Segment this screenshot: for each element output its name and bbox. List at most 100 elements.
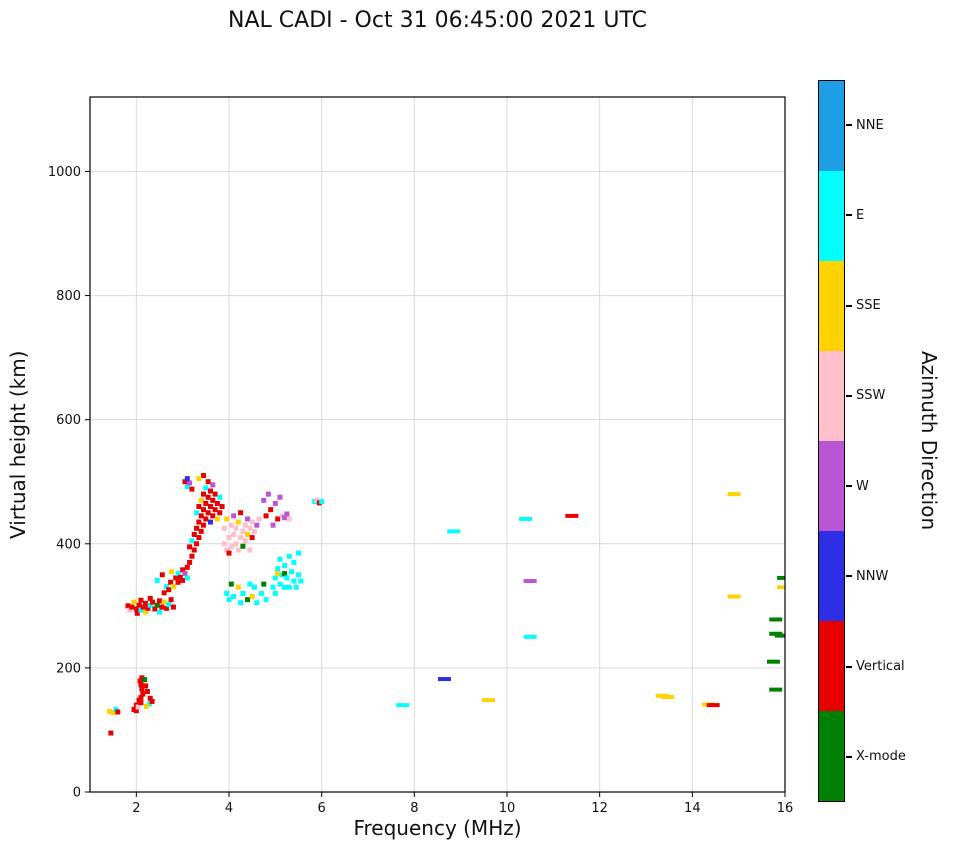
data-point-square xyxy=(137,678,143,684)
data-point-dash xyxy=(727,594,741,599)
data-point-square xyxy=(249,535,255,541)
data-point-square xyxy=(152,606,158,612)
data-point-square xyxy=(149,698,155,704)
data-point-square xyxy=(127,607,133,613)
chart-title: NAL CADI - Oct 31 06:45:00 2021 UTC xyxy=(228,8,647,33)
colorbar-tick xyxy=(846,214,852,217)
data-point-square xyxy=(217,494,223,500)
data-point-square xyxy=(110,710,116,716)
colorbar-tick xyxy=(846,755,852,758)
data-point-square xyxy=(228,522,234,528)
data-point-square xyxy=(268,507,274,513)
data-point-square xyxy=(108,730,114,736)
data-point-square xyxy=(212,507,218,513)
data-point-dash xyxy=(565,513,579,518)
colorbar-tick xyxy=(846,485,852,488)
data-point-square xyxy=(291,578,297,584)
data-point-square xyxy=(177,574,183,580)
data-point-square xyxy=(182,479,188,485)
data-point-square xyxy=(212,491,218,497)
data-point-square xyxy=(235,584,241,590)
data-point-square xyxy=(221,541,227,547)
data-point-square xyxy=(163,605,169,611)
data-point-square xyxy=(214,516,220,522)
data-point-square xyxy=(228,544,234,550)
data-point-square xyxy=(270,584,276,590)
data-point-square xyxy=(282,584,288,590)
data-point-square xyxy=(284,575,290,581)
data-point-square xyxy=(275,566,281,572)
data-point-square xyxy=(254,522,260,528)
data-point-square xyxy=(242,538,248,544)
data-point-dash xyxy=(437,677,451,682)
data-point-square xyxy=(189,486,195,492)
data-point-square xyxy=(196,476,202,482)
data-point-square xyxy=(277,556,283,562)
data-point-square xyxy=(226,597,232,603)
data-point-square xyxy=(272,590,278,596)
data-point-square xyxy=(175,571,181,577)
data-point-square xyxy=(214,500,220,506)
data-point-square xyxy=(205,510,211,516)
data-point-square xyxy=(161,599,167,605)
data-point-dash xyxy=(774,633,785,638)
x-tick-label: 16 xyxy=(777,801,794,816)
data-point-square xyxy=(187,544,193,550)
data-point-square xyxy=(251,528,257,534)
colorbar-segment-x-mode xyxy=(819,711,844,801)
data-point-square xyxy=(146,701,152,707)
data-point-square xyxy=(201,522,207,528)
data-point-square xyxy=(277,494,283,500)
data-point-square xyxy=(184,476,190,482)
y-tick-label: 600 xyxy=(56,413,81,428)
colorbar-segment-vertical xyxy=(819,621,844,711)
data-point-square xyxy=(182,571,188,577)
data-point-square xyxy=(129,604,135,610)
data-point-square xyxy=(256,516,262,522)
data-point-square xyxy=(319,499,325,505)
data-point-square xyxy=(205,494,211,500)
data-point-square xyxy=(194,525,200,531)
data-point-square xyxy=(240,590,246,596)
data-point-square xyxy=(201,473,207,479)
x-tick-label: 14 xyxy=(684,801,701,816)
x-tick-label: 8 xyxy=(410,801,418,816)
data-point-square xyxy=(247,525,253,531)
data-point-square xyxy=(131,599,137,605)
data-point-square xyxy=(207,504,213,510)
colorbar-label-row: SSE xyxy=(846,298,881,314)
x-tick-label: 6 xyxy=(318,801,326,816)
data-point-dash xyxy=(727,492,741,497)
colorbar-segment-nnw xyxy=(819,531,844,621)
data-point-square xyxy=(140,691,146,697)
data-point-square xyxy=(138,682,144,688)
data-point-square xyxy=(217,510,223,516)
data-point-square xyxy=(254,600,260,606)
data-point-square xyxy=(249,519,255,525)
colorbar-label-row: SSW xyxy=(846,388,885,404)
colorbar-label-row: NNE xyxy=(846,117,884,133)
data-point-square xyxy=(139,686,145,692)
data-point-square xyxy=(258,590,264,596)
data-point-square xyxy=(198,513,204,519)
colorbar-tick xyxy=(846,665,852,668)
data-point-dash xyxy=(766,659,780,664)
data-point-square xyxy=(242,522,248,528)
colorbar-category-label: X-mode xyxy=(856,749,906,765)
y-tick-label: 0 xyxy=(73,786,81,801)
data-point-square xyxy=(261,497,267,503)
data-point-dash xyxy=(447,529,461,534)
data-point-square xyxy=(298,578,304,584)
data-point-square xyxy=(191,547,197,553)
data-point-square xyxy=(168,579,174,585)
data-point-square xyxy=(145,605,151,611)
data-point-square xyxy=(210,482,216,488)
data-point-square xyxy=(201,491,207,497)
colorbar-tick xyxy=(846,124,852,127)
data-point-square xyxy=(245,531,251,537)
data-point-square xyxy=(296,550,301,556)
data-point-square xyxy=(198,497,204,503)
colorbar-category-label: SSW xyxy=(856,388,886,404)
data-point-square xyxy=(134,610,140,616)
